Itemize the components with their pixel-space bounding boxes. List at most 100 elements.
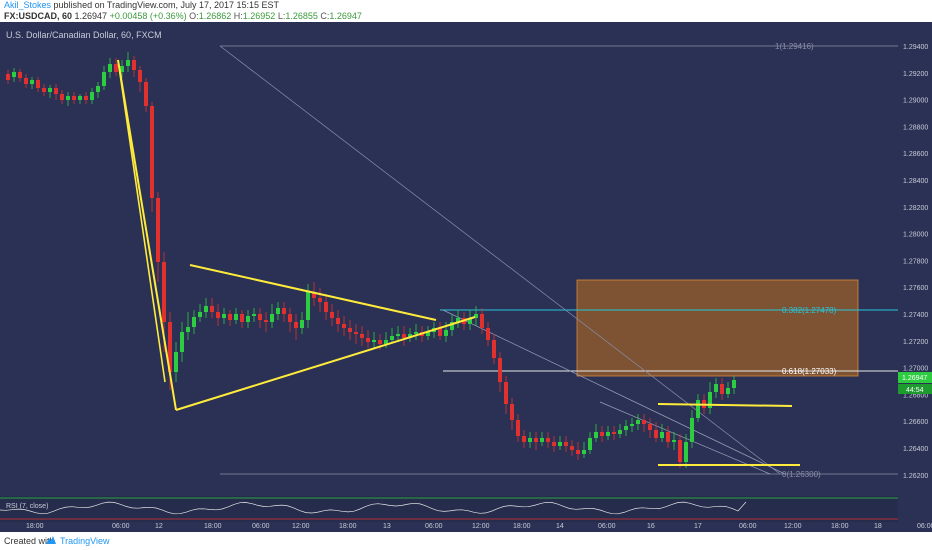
bullish-candle[interactable] [444, 330, 448, 336]
resistance-line[interactable] [657, 403, 793, 407]
bearish-candle[interactable] [258, 314, 262, 320]
bullish-candle[interactable] [192, 317, 196, 327]
bullish-candle[interactable] [276, 308, 280, 314]
fib-diagonal[interactable] [219, 45, 781, 475]
bearish-candle[interactable] [600, 432, 604, 436]
rsi-line[interactable] [0, 501, 747, 515]
chart-area[interactable]: 1(1.29416) 0.382(1.27478) 0.618(1.27033)… [0, 22, 932, 532]
bearish-candle[interactable] [480, 314, 484, 328]
time-axis[interactable]: 18:00 06:00 12 18:00 06:00 12:00 18:00 13 06:00 1… [26, 523, 932, 530]
bearish-candle[interactable] [324, 302, 328, 312]
bullish-candle[interactable] [528, 438, 532, 442]
impulse-trendline-2[interactable] [117, 59, 166, 383]
bearish-candle[interactable] [330, 312, 334, 318]
bearish-candle[interactable] [168, 322, 172, 372]
bullish-candle[interactable] [126, 60, 130, 66]
bearish-candle[interactable] [6, 74, 10, 80]
bearish-candle[interactable] [486, 328, 490, 340]
bullish-candle[interactable] [204, 306, 208, 312]
rsi-pane[interactable] [0, 496, 898, 522]
bullish-candle[interactable] [384, 340, 388, 344]
bullish-candle[interactable] [696, 400, 700, 418]
bullish-candle[interactable] [306, 292, 310, 320]
bullish-candle[interactable] [372, 340, 376, 342]
bearish-candle[interactable] [720, 384, 724, 394]
bearish-candle[interactable] [336, 318, 340, 324]
bullish-candle[interactable] [408, 334, 412, 338]
bullish-candle[interactable] [108, 64, 112, 72]
bearish-candle[interactable] [642, 420, 646, 424]
tradingview-brand-link[interactable]: TradingView [60, 536, 110, 546]
price-axis[interactable]: 1.29400 1.29200 1.29000 1.28800 1.28600 1.284… [903, 44, 928, 480]
bearish-candle[interactable] [156, 198, 160, 262]
bullish-candle[interactable] [684, 442, 688, 462]
bullish-candle[interactable] [12, 72, 16, 77]
bearish-candle[interactable] [516, 420, 520, 436]
bullish-candle[interactable] [606, 432, 610, 436]
bearish-candle[interactable] [240, 314, 244, 322]
bearish-candle[interactable] [60, 94, 64, 100]
supply-zone[interactable] [576, 279, 859, 377]
bullish-candle[interactable] [300, 320, 304, 328]
price-pane[interactable] [0, 22, 898, 496]
bullish-candle[interactable] [672, 440, 676, 442]
bullish-candle[interactable] [468, 318, 472, 324]
bullish-candle[interactable] [588, 438, 592, 450]
bullish-candle[interactable] [450, 322, 454, 330]
bullish-candle[interactable] [660, 432, 664, 438]
bullish-candle[interactable] [594, 432, 598, 438]
bullish-candle[interactable] [582, 450, 586, 454]
bullish-candle[interactable] [540, 438, 544, 442]
bearish-candle[interactable] [648, 424, 652, 430]
bullish-candle[interactable] [246, 316, 250, 322]
bearish-candle[interactable] [18, 72, 22, 78]
author-link[interactable]: Akil_Stokes [4, 0, 52, 10]
bearish-candle[interactable] [522, 436, 526, 442]
bullish-candle[interactable] [708, 392, 712, 408]
bullish-candle[interactable] [96, 86, 100, 92]
bearish-candle[interactable] [282, 308, 286, 314]
bullish-candle[interactable] [624, 426, 628, 430]
triangle-upper-line[interactable] [189, 264, 437, 321]
bearish-candle[interactable] [564, 442, 568, 446]
bearish-candle[interactable] [504, 382, 508, 404]
bullish-candle[interactable] [30, 80, 34, 84]
bearish-candle[interactable] [438, 328, 442, 336]
bearish-candle[interactable] [36, 80, 40, 88]
bearish-candle[interactable] [228, 314, 232, 320]
bearish-candle[interactable] [114, 64, 118, 72]
bearish-candle[interactable] [54, 88, 58, 94]
bearish-candle[interactable] [498, 358, 502, 382]
price-chart[interactable]: 1(1.29416) 0.382(1.27478) 0.618(1.27033)… [0, 22, 932, 532]
bullish-candle[interactable] [78, 96, 82, 100]
bearish-candle[interactable] [288, 314, 292, 322]
bullish-candle[interactable] [558, 442, 562, 446]
triangle-lower-line[interactable] [175, 316, 476, 411]
bullish-candle[interactable] [732, 380, 736, 388]
bearish-candle[interactable] [576, 450, 580, 454]
bearish-candle[interactable] [24, 78, 28, 84]
bullish-candle[interactable] [102, 72, 106, 86]
bearish-candle[interactable] [570, 446, 574, 450]
bullish-candle[interactable] [90, 92, 94, 100]
bullish-candle[interactable] [396, 334, 400, 336]
bullish-candle[interactable] [174, 352, 178, 372]
bullish-candle[interactable] [414, 332, 418, 334]
bearish-candle[interactable] [312, 292, 316, 298]
bearish-candle[interactable] [402, 334, 406, 338]
bullish-candle[interactable] [390, 336, 394, 340]
bullish-candle[interactable] [222, 314, 226, 318]
bearish-candle[interactable] [318, 298, 322, 302]
bullish-candle[interactable] [636, 420, 640, 424]
bearish-candle[interactable] [552, 442, 556, 446]
bearish-candle[interactable] [360, 334, 364, 338]
bearish-candle[interactable] [72, 96, 76, 100]
bullish-candle[interactable] [252, 314, 256, 316]
bullish-candle[interactable] [618, 430, 622, 434]
bearish-candle[interactable] [678, 440, 682, 462]
bullish-candle[interactable] [426, 332, 430, 336]
bearish-candle[interactable] [546, 438, 550, 442]
bullish-candle[interactable] [456, 318, 460, 322]
bearish-candle[interactable] [666, 432, 670, 442]
bearish-candle[interactable] [492, 340, 496, 358]
